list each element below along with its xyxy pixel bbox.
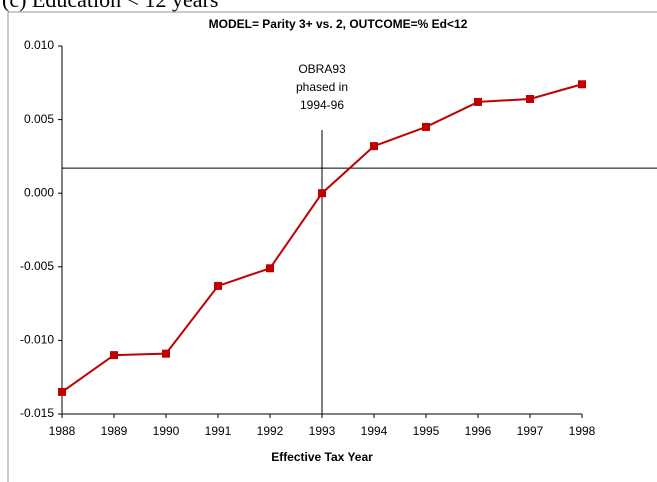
y-tick-label: 0.010: [24, 38, 54, 52]
x-tick-label: 1997: [517, 424, 544, 438]
x-tick-label: 1992: [257, 424, 284, 438]
annotation: 1994-96: [300, 98, 344, 112]
data-point: [214, 281, 222, 290]
data-point: [370, 142, 378, 151]
data-point: [526, 94, 534, 103]
x-axis-label: Effective Tax Year: [271, 450, 373, 464]
x-tick-label: 1995: [413, 424, 440, 438]
y-tick-label: -0.005: [20, 259, 54, 273]
data-point: [474, 97, 482, 106]
data-point: [266, 264, 274, 273]
annotation: OBRA93: [298, 62, 346, 76]
y-tick-label: 0.005: [24, 112, 54, 126]
x-tick-label: 1988: [49, 424, 76, 438]
y-tick-label: -0.015: [20, 406, 54, 420]
data-point: [162, 349, 170, 358]
x-tick-label: 1993: [309, 424, 336, 438]
data-point: [58, 387, 66, 396]
annotation: phased in: [296, 80, 348, 94]
x-tick-label: 1990: [153, 424, 180, 438]
data-point: [318, 189, 326, 198]
data-point: [422, 122, 430, 131]
y-tick-label: 0.000: [24, 185, 54, 199]
chart-title: MODEL= Parity 3+ vs. 2, OUTCOME=% Ed<12: [209, 17, 468, 31]
x-tick-label: 1991: [205, 424, 232, 438]
x-tick-label: 1998: [569, 424, 596, 438]
x-tick-label: 1989: [101, 424, 128, 438]
heading: (c) Education < 12 years: [2, 0, 218, 12]
x-tick-label: 1994: [361, 424, 388, 438]
y-tick-label: -0.010: [20, 333, 54, 347]
x-tick-label: 1996: [465, 424, 492, 438]
data-point: [110, 351, 118, 360]
data-point: [578, 80, 586, 89]
